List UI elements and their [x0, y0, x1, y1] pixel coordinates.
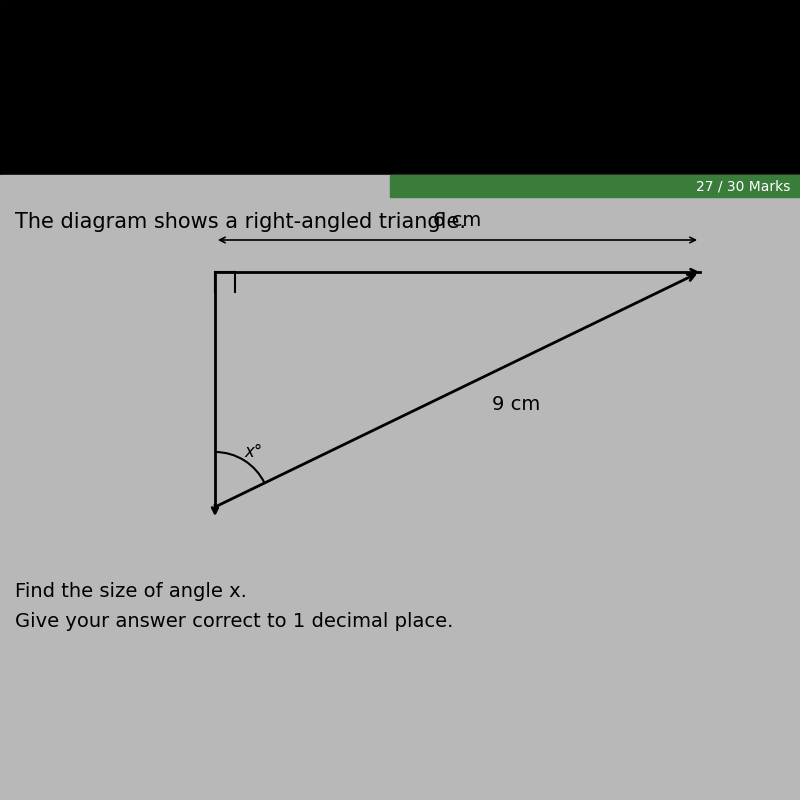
Text: Find the size of angle x.: Find the size of angle x. [15, 582, 247, 601]
Bar [390, 175, 800, 197]
Bar [0, 175, 800, 800]
Text: x°: x° [245, 443, 263, 461]
Text: Give your answer correct to 1 decimal place.: Give your answer correct to 1 decimal pl… [15, 612, 454, 631]
Bar [0, 0, 800, 175]
Text: 27 / 30 Marks: 27 / 30 Marks [696, 179, 790, 193]
Text: The diagram shows a right-angled triangle.: The diagram shows a right-angled triangl… [15, 212, 466, 232]
Text: 6 cm: 6 cm [434, 211, 482, 230]
Text: 9 cm: 9 cm [493, 395, 541, 414]
